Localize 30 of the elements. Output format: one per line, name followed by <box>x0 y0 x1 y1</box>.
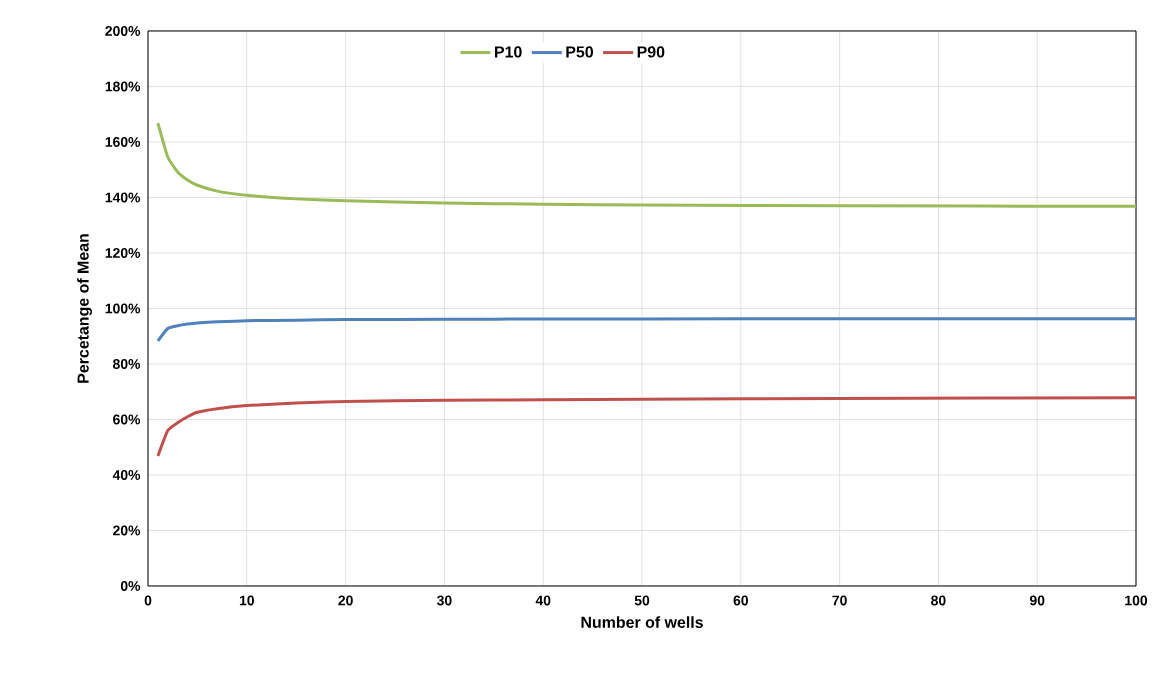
x-tick-label: 100 <box>1125 595 1148 606</box>
legend-label: P90 <box>637 46 665 58</box>
x-tick-label: 60 <box>733 595 748 606</box>
y-tick-label: 140% <box>105 192 141 203</box>
x-tick-label: 40 <box>535 595 551 606</box>
y-tick-label: 160% <box>105 137 141 147</box>
x-tick-label: 30 <box>436 595 452 606</box>
legend-label: P50 <box>566 46 593 58</box>
y-tick-label: 60% <box>113 414 141 425</box>
y-tick-label: 200% <box>105 26 141 36</box>
x-axis-title: Number of wells <box>581 616 703 628</box>
y-tick-label: 20% <box>113 525 141 536</box>
y-tick-label: 40% <box>112 470 141 480</box>
y-axis-title: Percetange of Mean <box>77 234 92 383</box>
x-tick-label: 70 <box>832 595 847 606</box>
y-tick-label: 100% <box>105 303 141 314</box>
x-tick-label: 10 <box>239 595 254 606</box>
y-tick-label: 180% <box>105 81 141 92</box>
line-series <box>156 317 1137 343</box>
y-tick-label: 120% <box>105 248 141 258</box>
y-tick-label: 80% <box>113 359 141 369</box>
x-tick-label: 50 <box>634 595 650 606</box>
y-tick-label: 0% <box>120 581 141 591</box>
line-series <box>156 396 1137 458</box>
line-series <box>156 121 1137 208</box>
x-tick-label: 80 <box>931 595 946 606</box>
x-tick-label: 90 <box>1029 595 1045 606</box>
legend-label: P10 <box>495 46 522 58</box>
x-tick-label: 20 <box>338 595 353 606</box>
x-tick-label: 0 <box>144 595 152 606</box>
